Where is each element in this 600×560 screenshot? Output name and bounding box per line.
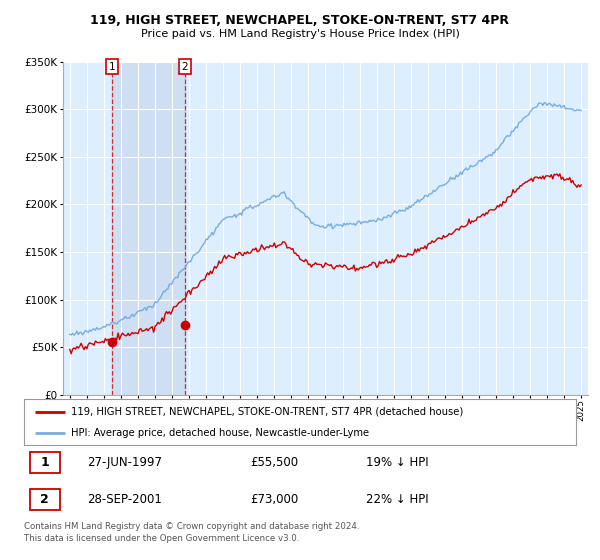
Text: 19% ↓ HPI: 19% ↓ HPI <box>366 456 429 469</box>
Text: 28-SEP-2001: 28-SEP-2001 <box>88 493 163 506</box>
Bar <box>112 62 185 395</box>
FancyBboxPatch shape <box>29 488 60 510</box>
Text: 1: 1 <box>109 62 116 72</box>
Text: Contains HM Land Registry data © Crown copyright and database right 2024.
This d: Contains HM Land Registry data © Crown c… <box>24 522 359 543</box>
Text: 27-JUN-1997: 27-JUN-1997 <box>88 456 163 469</box>
Text: HPI: Average price, detached house, Newcastle-under-Lyme: HPI: Average price, detached house, Newc… <box>71 428 369 438</box>
Text: 22% ↓ HPI: 22% ↓ HPI <box>366 493 429 506</box>
Text: 1: 1 <box>40 456 49 469</box>
FancyBboxPatch shape <box>29 452 60 473</box>
Text: £73,000: £73,000 <box>250 493 299 506</box>
Text: Price paid vs. HM Land Registry's House Price Index (HPI): Price paid vs. HM Land Registry's House … <box>140 29 460 39</box>
Text: 2: 2 <box>181 62 188 72</box>
Text: 119, HIGH STREET, NEWCHAPEL, STOKE-ON-TRENT, ST7 4PR (detached house): 119, HIGH STREET, NEWCHAPEL, STOKE-ON-TR… <box>71 407 463 417</box>
Text: 2: 2 <box>40 493 49 506</box>
Text: £55,500: £55,500 <box>250 456 298 469</box>
Text: 119, HIGH STREET, NEWCHAPEL, STOKE-ON-TRENT, ST7 4PR: 119, HIGH STREET, NEWCHAPEL, STOKE-ON-TR… <box>91 14 509 27</box>
